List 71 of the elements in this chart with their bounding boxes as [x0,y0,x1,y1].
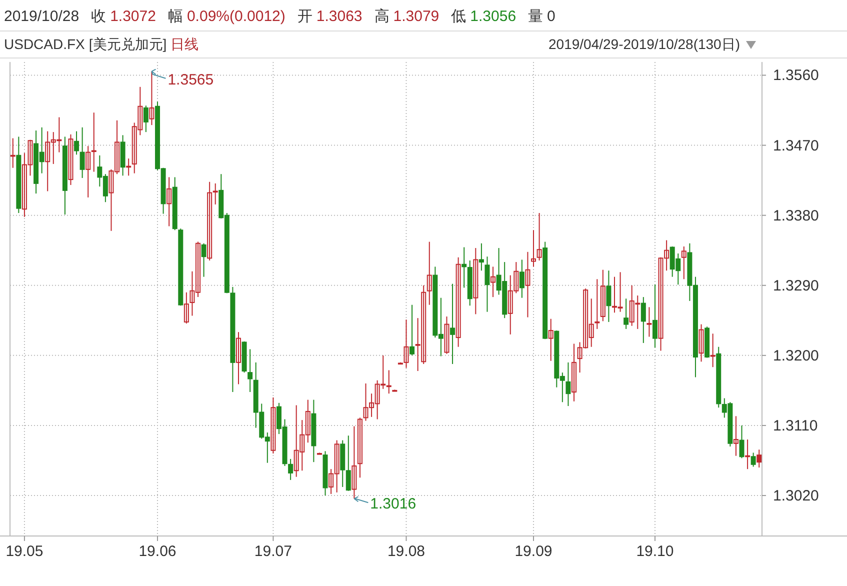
candlestick [207,181,212,261]
x-tick-label: 19.09 [514,543,552,560]
candlestick [352,426,357,500]
candlestick [91,112,96,172]
candlestick [646,306,652,338]
candlestick [236,332,241,385]
y-tick-label: 1.3200 [773,347,819,364]
candlestick [444,316,450,354]
candlestick [288,458,294,480]
candlestick [572,343,576,402]
candlestick [80,126,85,178]
candlestick [126,158,132,176]
candlestick [184,292,189,324]
candlestick [756,449,762,468]
candlestick [490,266,496,298]
y-tick-label: 1.3290 [773,277,819,294]
x-tick-label: 19.06 [138,543,176,560]
candlestick [426,241,432,306]
y-tick-label: 1.3110 [773,417,818,434]
text: 2019/04/29-2019/10/28(130日) [548,36,740,52]
candlestick [600,269,606,322]
x-tick-label: 19.08 [387,543,426,560]
candlestick [739,424,744,459]
candlestick [652,284,658,348]
candlestick [386,370,392,394]
candlestick [566,362,571,407]
candlestick [594,278,600,330]
candlestick [450,283,456,364]
candlestick [68,134,74,186]
candlestick [698,324,704,362]
candlestick [149,70,154,126]
candlestick [519,259,524,298]
y-tick-label: 1.3470 [773,137,819,154]
y-tick-label: 1.3380 [773,207,819,224]
candlestick [745,438,750,470]
candlestick [10,138,16,168]
candlestick [484,256,490,312]
candlestick [478,242,484,272]
candlestick [624,298,629,330]
x-tick-label: 19.07 [254,543,292,560]
candlestick [357,417,362,478]
y-tick-label: 1.3560 [773,67,819,84]
candlestick [681,246,686,280]
x-tick-label: 19.10 [636,543,674,560]
candlestick [410,304,415,356]
candlestick [201,242,206,278]
candlestick [86,146,91,198]
candlestick [473,248,478,315]
candlestick [74,130,80,156]
candlestick [248,348,253,393]
candlestick [525,251,530,318]
candlestick [733,416,738,456]
candlestick [531,230,536,268]
chart-title: 2019/10/28 收 1.3072 幅 0.09%(0.0012) 开 1.3063 高 1.3079 低 1.3056 量 0 [4,8,556,25]
y-tick-label: 1.3020 [773,488,819,505]
candlestick [462,246,467,288]
candlestick [536,212,542,261]
candlestick [456,256,461,348]
candlestick [270,396,276,454]
candlestick [606,270,612,322]
chart-subtitle: USDCAD.FX [美元兑加元] 日线 [4,36,199,52]
annotation: 1.3565 [168,71,214,88]
candlestick [166,176,172,227]
candlestick [143,105,148,133]
annotation: 1.3016 [370,496,416,513]
candlestick [212,182,218,205]
candlestick [548,318,554,362]
candlestick [640,296,646,344]
candlestick [710,333,716,368]
x-tick-label: 19.05 [6,543,44,560]
candlestick [750,452,756,468]
